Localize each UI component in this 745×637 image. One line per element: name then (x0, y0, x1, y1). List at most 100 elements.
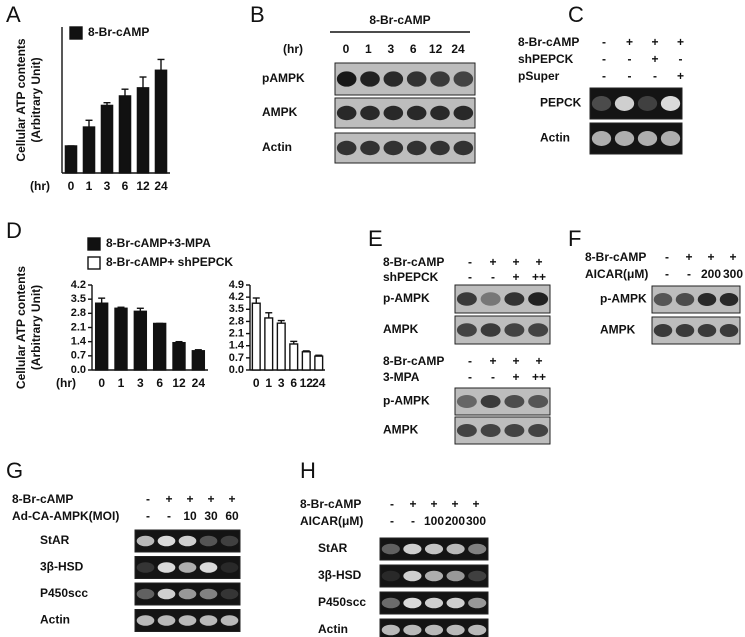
band (480, 323, 501, 337)
blot (334, 132, 476, 164)
band (480, 395, 501, 408)
band (660, 96, 681, 111)
band (430, 105, 450, 121)
legend-label: 8-Br-cAMP (88, 25, 149, 39)
band (136, 535, 155, 547)
band (381, 624, 400, 636)
y-tick-label: 2.1 (229, 327, 244, 339)
label: (hr) (283, 42, 303, 56)
panel-letter: B (250, 2, 265, 27)
y-tick-label: 3.5 (71, 293, 86, 305)
label: + (430, 497, 437, 511)
y-axis-label: (Arbitrary Unit) (29, 57, 43, 142)
x-tick-label: 0 (98, 376, 105, 390)
band (637, 96, 658, 111)
band (528, 424, 549, 437)
label: 8-Br-cAMP (383, 354, 444, 368)
label: + (677, 69, 684, 83)
band (360, 140, 380, 156)
panel-letter: E (368, 226, 383, 251)
band (719, 293, 739, 306)
label: - (468, 270, 472, 284)
label: 60 (225, 509, 239, 523)
x-axis-label: (hr) (56, 376, 76, 390)
bar (133, 310, 148, 371)
x-tick-label: 1 (86, 179, 93, 193)
band (157, 588, 176, 600)
y-axis-label: Cellular ATP contents (14, 266, 28, 389)
bar (289, 343, 299, 371)
band (383, 140, 404, 156)
band (446, 543, 465, 555)
y-tick-label: 3.5 (229, 303, 244, 315)
label: AICAR(μM) (585, 267, 648, 281)
legend-swatch (69, 26, 83, 40)
panel-letter: H (300, 458, 316, 483)
label: 8-Br-cAMP (300, 497, 361, 511)
label: Ad-CA-AMPK(MOI) (12, 509, 119, 523)
label: p-AMPK (600, 292, 647, 306)
label: - (665, 250, 669, 264)
label: - (146, 492, 150, 506)
band (430, 71, 450, 87)
label: 6 (410, 42, 417, 56)
label: AMPK (600, 323, 636, 337)
label: StAR (318, 541, 348, 555)
label: AMPK (383, 423, 419, 437)
band (697, 324, 717, 337)
label: StAR (40, 533, 70, 547)
bar (301, 351, 311, 371)
band (528, 395, 549, 408)
label: - (665, 267, 669, 281)
band (453, 105, 474, 121)
band (136, 588, 155, 600)
x-tick-label: 6 (156, 376, 163, 390)
label: + (677, 35, 684, 49)
band (403, 597, 422, 609)
y-tick-label: 1.4 (71, 336, 87, 348)
band (406, 140, 427, 156)
band (403, 570, 422, 582)
band (456, 424, 477, 437)
band (504, 323, 525, 337)
band (403, 624, 422, 636)
legend-swatch (87, 256, 101, 270)
band (446, 624, 465, 636)
label: 3β-HSD (40, 560, 84, 574)
band (675, 293, 695, 306)
panel-letter: A (6, 2, 21, 27)
label: 8-Br-cAMP (369, 13, 430, 27)
label: 3 (387, 42, 394, 56)
band (406, 71, 427, 87)
x-tick-label: 3 (137, 376, 144, 390)
label: - (602, 69, 606, 83)
band (199, 562, 218, 573)
label: + (535, 354, 542, 368)
label: + (165, 492, 172, 506)
label: 8-Br-cAMP (518, 35, 579, 49)
label: - (390, 497, 394, 511)
label: + (685, 250, 692, 264)
panel-letter: G (6, 458, 23, 483)
label: + (451, 497, 458, 511)
band (468, 570, 487, 582)
bar (136, 87, 150, 174)
band (468, 597, 487, 609)
y-tick-label: 0.7 (229, 352, 244, 364)
label: AMPK (262, 105, 298, 119)
band (136, 615, 155, 626)
y-tick-label: 0.0 (229, 364, 244, 376)
label: AMPK (383, 322, 419, 336)
y-tick-label: 2.1 (71, 321, 86, 333)
x-tick-label: 6 (290, 376, 297, 390)
band (220, 535, 239, 547)
bar (118, 95, 132, 174)
x-tick-label: 24 (192, 376, 206, 390)
label: ++ (532, 270, 546, 284)
band (336, 105, 357, 121)
y-tick-label: 0.0 (71, 364, 86, 376)
bar (154, 69, 168, 174)
y-tick-label: 2.8 (71, 307, 86, 319)
band (336, 71, 357, 87)
y-tick-label: 1.4 (229, 340, 245, 352)
